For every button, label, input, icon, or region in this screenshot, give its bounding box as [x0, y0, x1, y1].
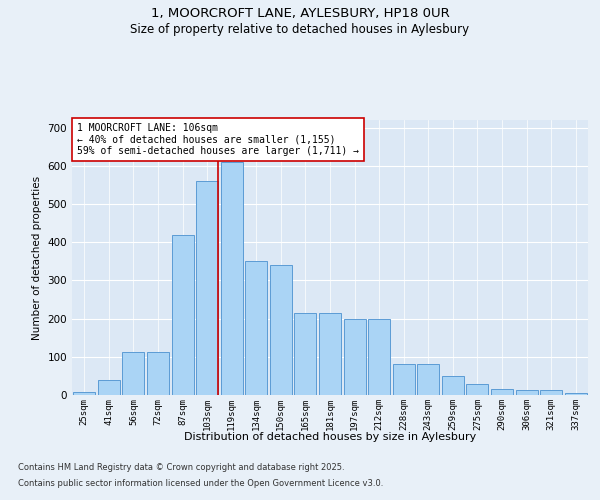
Bar	[417, 364, 439, 395]
Bar	[392, 364, 415, 395]
Text: Contains public sector information licensed under the Open Government Licence v3: Contains public sector information licen…	[18, 478, 383, 488]
Bar	[319, 313, 341, 395]
Bar	[245, 262, 268, 395]
Bar	[172, 234, 194, 395]
Bar	[196, 181, 218, 395]
Bar	[270, 265, 292, 395]
Text: Size of property relative to detached houses in Aylesbury: Size of property relative to detached ho…	[130, 22, 470, 36]
Bar	[540, 390, 562, 395]
Bar	[73, 392, 95, 395]
Text: Contains HM Land Registry data © Crown copyright and database right 2025.: Contains HM Land Registry data © Crown c…	[18, 464, 344, 472]
Bar	[368, 318, 390, 395]
Text: 1, MOORCROFT LANE, AYLESBURY, HP18 0UR: 1, MOORCROFT LANE, AYLESBURY, HP18 0UR	[151, 8, 449, 20]
Bar	[295, 313, 316, 395]
Bar	[491, 390, 513, 395]
Bar	[98, 380, 120, 395]
Bar	[221, 162, 243, 395]
Text: Distribution of detached houses by size in Aylesbury: Distribution of detached houses by size …	[184, 432, 476, 442]
Bar	[122, 352, 145, 395]
Bar	[515, 390, 538, 395]
Text: 1 MOORCROFT LANE: 106sqm
← 40% of detached houses are smaller (1,155)
59% of sem: 1 MOORCROFT LANE: 106sqm ← 40% of detach…	[77, 122, 359, 156]
Bar	[466, 384, 488, 395]
Bar	[344, 318, 365, 395]
Bar	[565, 393, 587, 395]
Bar	[442, 376, 464, 395]
Bar	[147, 352, 169, 395]
Y-axis label: Number of detached properties: Number of detached properties	[32, 176, 42, 340]
